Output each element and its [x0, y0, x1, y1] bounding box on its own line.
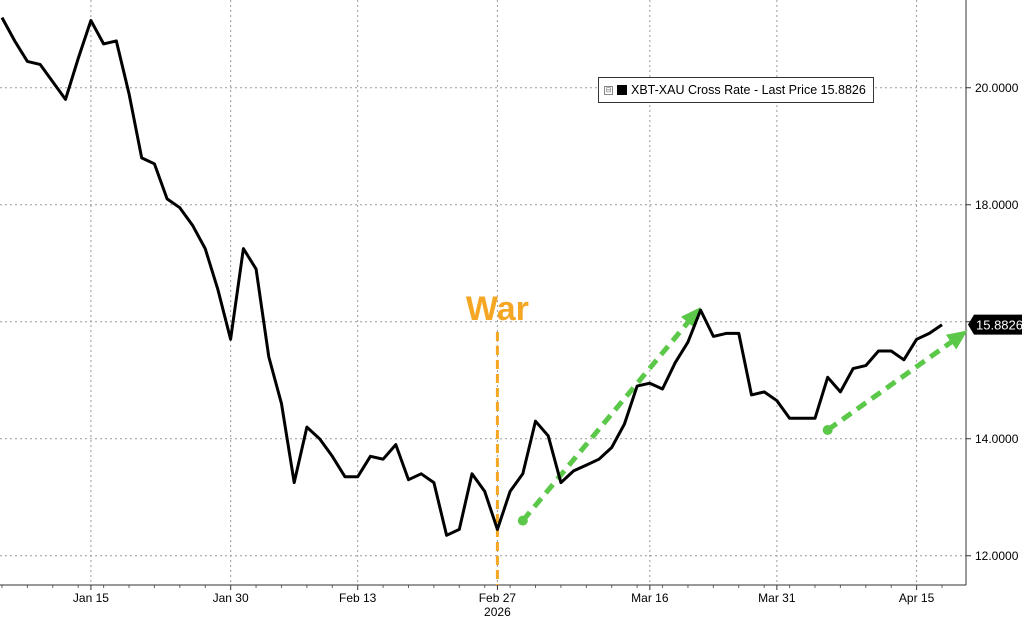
x-tick-label: Feb 13: [339, 591, 377, 605]
y-tick-label: 14.0000: [975, 432, 1019, 446]
trend-arrow-head: [945, 330, 968, 350]
x-tick-label: Mar 31: [758, 591, 796, 605]
series-layer: [0, 16, 943, 537]
war-label: War: [466, 290, 529, 328]
x-year-label: 2026: [484, 605, 511, 619]
last-price-tag: 15.8826: [968, 314, 1023, 335]
x-tick-label: Jan 30: [213, 591, 249, 605]
x-tick-label: Jan 15: [73, 591, 109, 605]
last-price-label: 15.8826: [976, 318, 1023, 333]
y-tick-label: 18.0000: [975, 198, 1019, 212]
trend-arrow-start-dot: [822, 424, 833, 435]
annotations: War: [466, 290, 968, 585]
y-tick-label: 20.0000: [975, 81, 1019, 95]
trend-arrow-start-dot: [517, 515, 528, 526]
trend-arrow-shaft: [826, 336, 958, 433]
y-tick-label: 12.0000: [975, 549, 1019, 563]
trend-arrow-shaft: [520, 316, 694, 523]
legend-swatch: [617, 85, 627, 95]
legend: ⊟ XBT-XAU Cross Rate - Last Price 15.882…: [598, 77, 874, 103]
x-tick-label: Apr 15: [899, 591, 935, 605]
legend-toggle-icon[interactable]: ⊟: [604, 85, 613, 95]
x-tick-label: Feb 27: [479, 591, 517, 605]
legend-label: XBT-XAU Cross Rate - Last Price 15.8826: [631, 83, 866, 97]
last-price-tag-bg: [968, 314, 1022, 335]
x-tick-label: Mar 16: [631, 591, 669, 605]
axes: [0, 0, 971, 590]
xbt-xau-series-line: [0, 16, 943, 537]
